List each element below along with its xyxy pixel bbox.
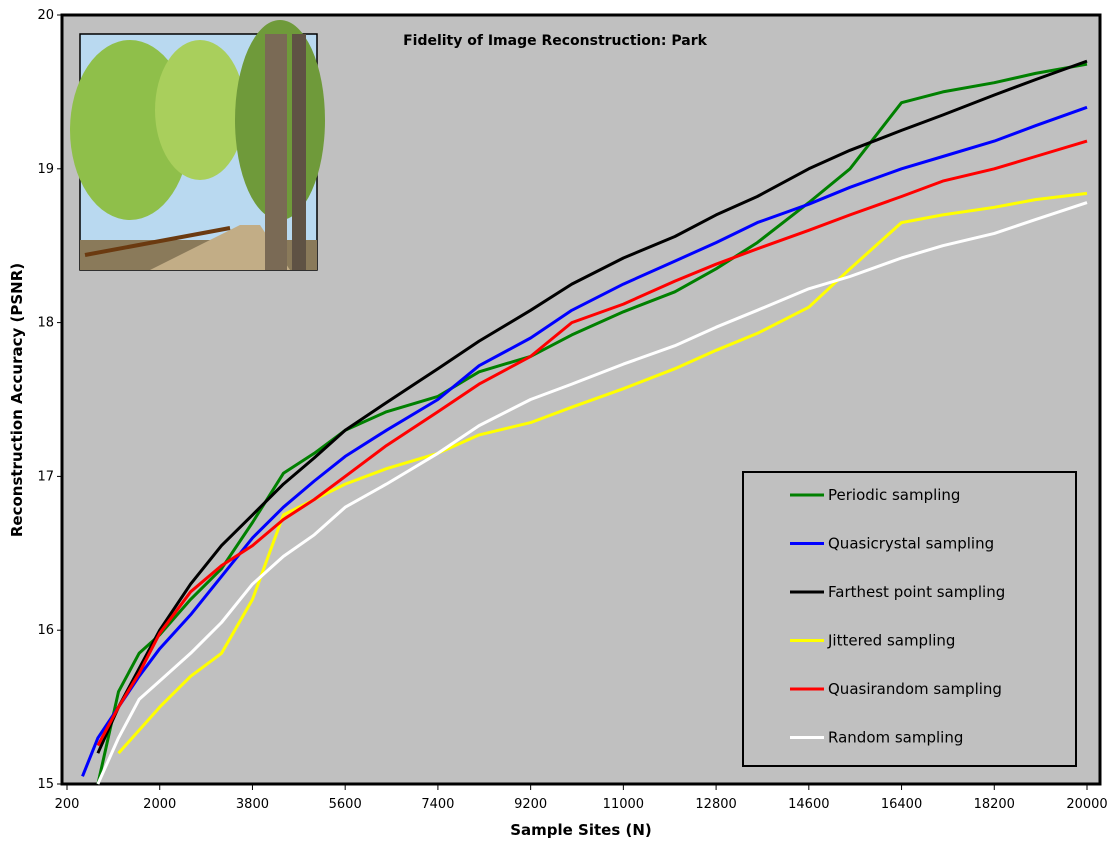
legend [743,472,1076,766]
x-tick-label: 200 [55,797,80,812]
legend-label: Farthest point sampling [828,583,1005,601]
x-tick-label: 3800 [236,797,269,812]
x-tick-label: 14600 [788,797,829,812]
legend-label: Random sampling [828,729,963,747]
y-tick-label: 15 [37,777,54,792]
x-tick-label: 7400 [421,797,454,812]
legend-label: Quasicrystal sampling [828,535,994,553]
y-tick-label: 16 [37,623,54,638]
inset-photo [70,20,325,270]
x-tick-label: 16400 [881,797,922,812]
y-tick-label: 17 [37,469,54,484]
x-tick-label: 5600 [329,797,362,812]
x-tick-label: 2000 [143,797,176,812]
legend-label: Periodic sampling [828,486,960,504]
chart: Fidelity of Image Reconstruction: Park S… [0,0,1120,844]
x-tick-label: 12800 [695,797,736,812]
legend-label: Jittered sampling [827,632,955,650]
y-tick-label: 18 [37,316,54,331]
x-tick-label: 18200 [974,797,1015,812]
y-axis-title: Reconstruction Accuracy (PSNR) [8,263,26,537]
y-tick-label: 20 [37,8,54,23]
x-tick-label: 20000 [1066,797,1107,812]
y-tick-label: 19 [37,162,54,177]
x-axis-title: Sample Sites (N) [510,821,652,839]
x-tick-label: 11000 [603,797,644,812]
chart-title: Fidelity of Image Reconstruction: Park [403,33,708,49]
legend-label: Quasirandom sampling [828,680,1002,698]
x-tick-label: 9200 [514,797,547,812]
